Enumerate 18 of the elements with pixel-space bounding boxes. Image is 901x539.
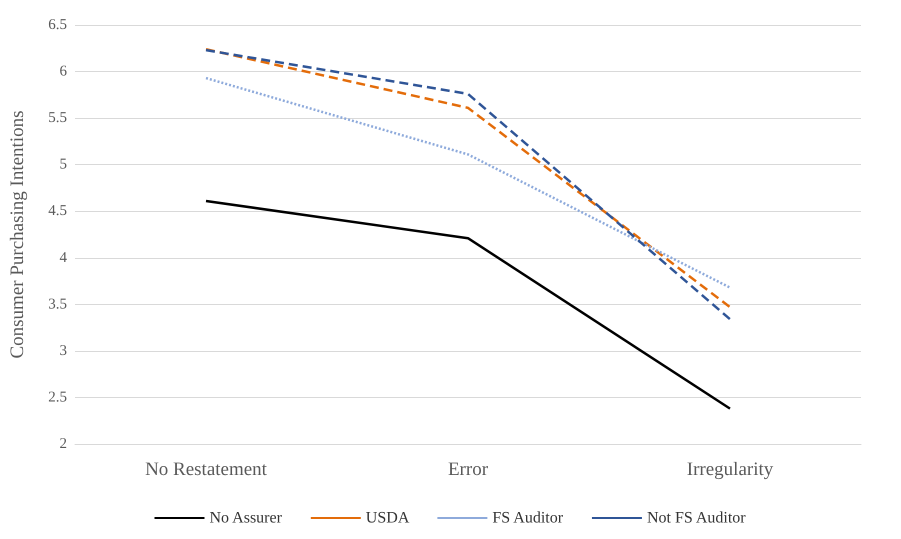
x-tick-label: No Restatement — [145, 459, 268, 480]
y-tick-label: 4 — [60, 250, 68, 266]
y-tick-label: 5.5 — [48, 110, 67, 126]
y-tick-label: 3 — [60, 342, 67, 359]
y-tick-label: 4.5 — [48, 203, 67, 220]
y-tick-label: 2.5 — [48, 389, 67, 406]
y-tick-label: 2 — [60, 436, 67, 452]
y-tick-label: 6 — [60, 64, 68, 80]
y-axis-title: Consumer Purchasing Intentions — [7, 110, 28, 359]
x-tick-label: Error — [448, 459, 489, 480]
y-tick-label: 6.5 — [48, 17, 67, 33]
x-tick-label: Irregularity — [686, 459, 774, 480]
legend-label: FS Auditor — [492, 510, 564, 526]
y-tick-label: 3.5 — [48, 296, 67, 312]
legend-label: Not FS Auditor — [646, 510, 746, 526]
legend-label: USDA — [366, 510, 410, 526]
legend-label: No Assurer — [209, 510, 283, 526]
y-tick-label: 5 — [60, 156, 67, 173]
